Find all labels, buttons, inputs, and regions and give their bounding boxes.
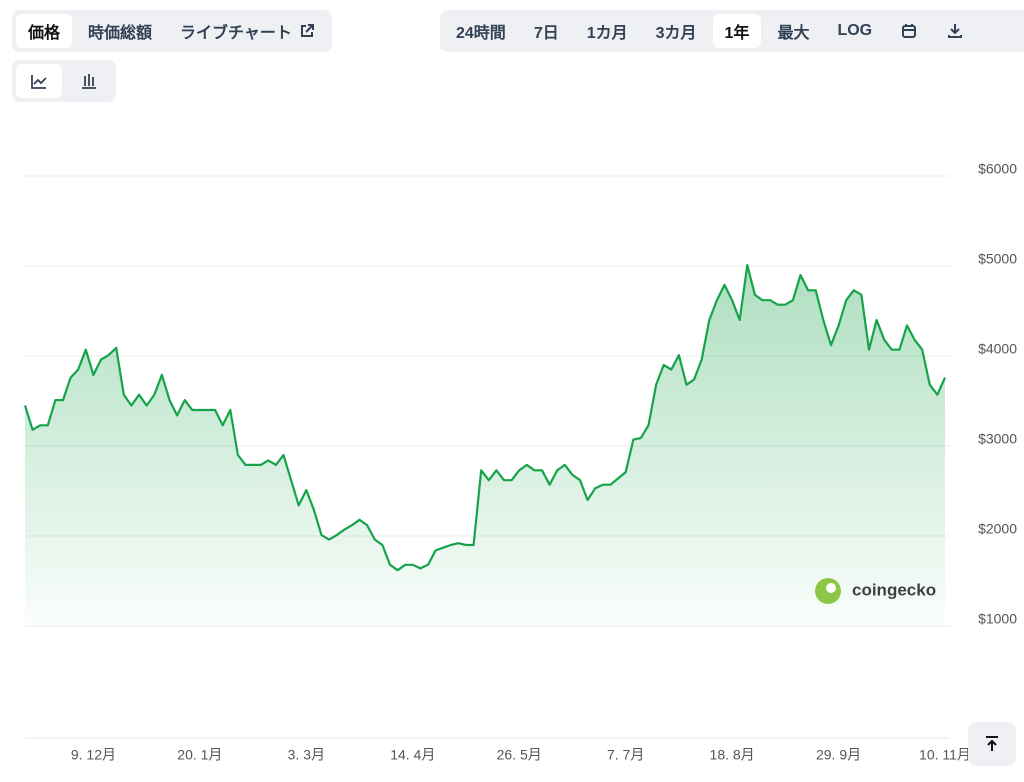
x-tick-label: 3. 3月 (288, 747, 325, 763)
y-tick-label: $5000 (978, 251, 1017, 267)
x-tick-label: 7. 7月 (607, 747, 644, 763)
tab[interactable]: ライブチャート (168, 14, 328, 48)
range-group: 24時間 7日 1カ月 3カ月 1年 最大 LOG (440, 10, 1024, 52)
y-tick-label: $2000 (978, 521, 1017, 537)
range[interactable]: 24時間 (456, 25, 506, 42)
y-tick-label: $6000 (978, 161, 1017, 177)
x-tick-label: 29. 9月 (816, 747, 861, 763)
candle-style[interactable] (66, 64, 112, 98)
x-tick-label: 26. 5月 (497, 747, 542, 763)
range[interactable]: 7日 (533, 25, 559, 42)
chart-style-group (12, 60, 116, 102)
y-tick-label: $4000 (978, 341, 1017, 357)
price-line (23, 264, 947, 572)
x-tick-label: 14. 4月 (390, 747, 435, 763)
price-area (25, 265, 945, 626)
range[interactable]: 最大 (777, 25, 810, 42)
range[interactable]: 1年 (712, 14, 762, 48)
tab[interactable]: 価格 (16, 14, 73, 48)
x-tick-label: 18. 8月 (710, 747, 755, 763)
x-tick-label: 20. 1月 (177, 747, 222, 763)
line-style[interactable] (16, 64, 62, 98)
download-button[interactable] (934, 14, 976, 48)
external-icon (300, 24, 314, 37)
watermark: coingecko (852, 580, 936, 599)
watermark-logo (815, 578, 841, 604)
tab-label: ライブチャート (180, 25, 292, 42)
tab[interactable]: 時価総額 (88, 25, 153, 42)
range[interactable]: 1カ月 (586, 25, 628, 42)
range[interactable]: LOG (837, 22, 873, 39)
x-tick-label: 10. 11月 (919, 747, 971, 763)
x-tick-label: 9. 12月 (71, 747, 116, 763)
y-tick-label: $3000 (978, 431, 1017, 447)
calendar-button[interactable] (888, 14, 930, 48)
y-tick-label: $1000 (978, 611, 1017, 627)
scroll-top[interactable] (968, 722, 1016, 766)
tab-group: 価格 時価総額 ライブチャート (12, 10, 332, 52)
range[interactable]: 3カ月 (655, 25, 697, 42)
